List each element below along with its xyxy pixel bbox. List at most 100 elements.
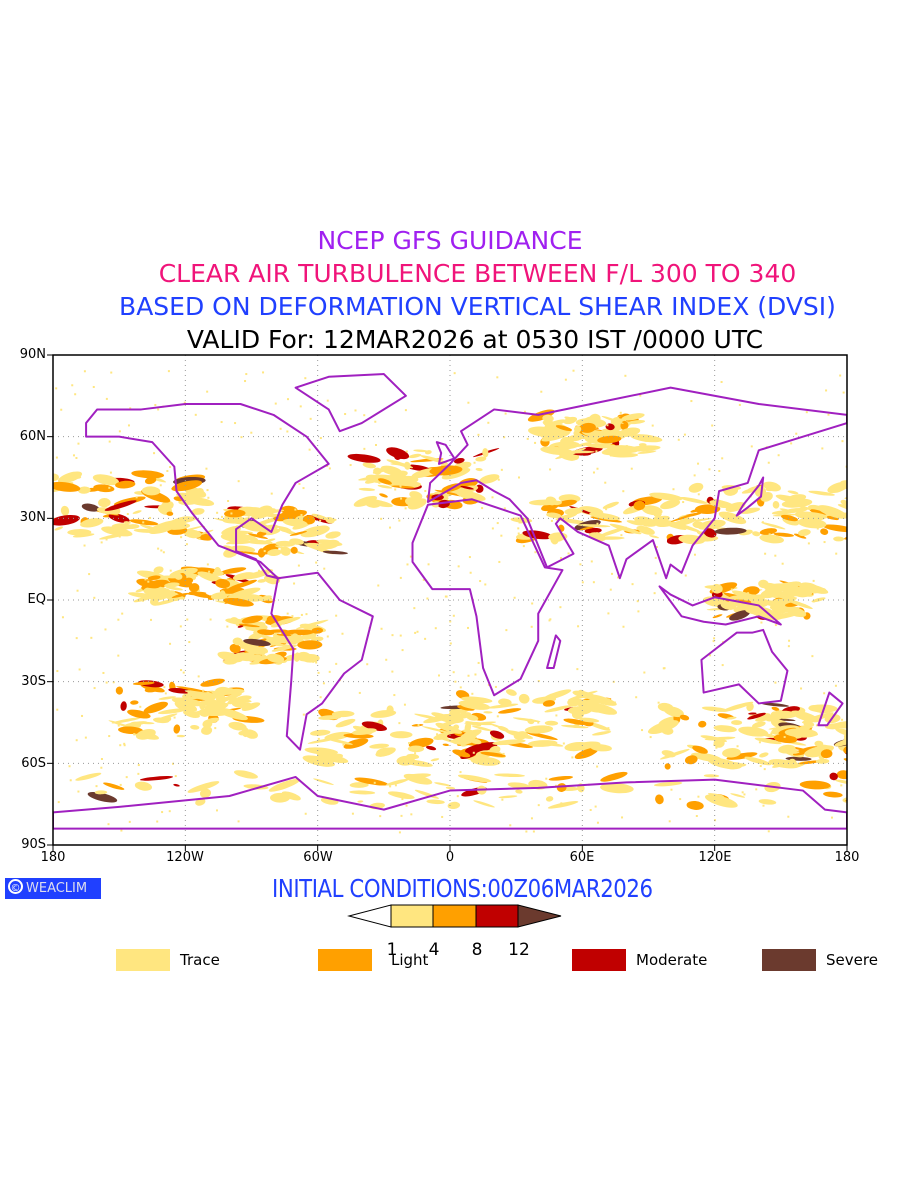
turbulence-speck: [258, 569, 261, 572]
turbulence-speck: [456, 795, 459, 798]
turbulence-patch: [226, 540, 254, 545]
turbulence-speck: [541, 727, 544, 730]
turbulence-speck: [128, 820, 131, 823]
turbulence-speck: [494, 685, 497, 688]
turbulence-patch: [653, 515, 670, 524]
turbulence-speck: [444, 595, 447, 598]
turbulence-speck: [394, 488, 397, 491]
turbulence-speck: [481, 507, 484, 510]
turbulence-speck: [787, 815, 790, 818]
turbulence-speck: [57, 801, 60, 804]
turbulence-patch: [475, 467, 483, 472]
turbulence-speck: [747, 592, 750, 595]
turbulence-speck: [197, 675, 200, 678]
legend-label-moderate: Moderate: [636, 951, 708, 969]
turbulence-patch: [566, 519, 575, 523]
turbulence-speck: [127, 424, 130, 427]
turbulence-patch: [322, 550, 348, 555]
turbulence-patch: [849, 720, 861, 731]
turbulence-speck: [129, 407, 132, 410]
turbulence-speck: [549, 618, 552, 621]
turbulence-speck: [286, 430, 289, 433]
turbulence-patch: [479, 474, 500, 484]
turbulence-speck: [790, 442, 793, 445]
turbulence-speck: [531, 602, 534, 605]
turbulence-speck: [169, 466, 172, 469]
eurasia-coastline: [426, 386, 847, 580]
turbulence-patch: [585, 694, 617, 706]
turbulence-patch: [171, 480, 203, 492]
turbulence-patch: [694, 504, 721, 514]
turbulence-patch: [760, 492, 773, 502]
turbulence-patch: [203, 698, 218, 707]
legend-swatch-trace: [116, 949, 170, 971]
turbulence-speck: [126, 513, 129, 516]
turbulence-patch: [859, 713, 876, 724]
turbulence-speck: [517, 532, 520, 535]
turbulence-speck: [189, 711, 192, 714]
turbulence-patch: [679, 714, 690, 721]
turbulence-patch: [437, 718, 463, 728]
turbulence-patch: [326, 738, 353, 745]
turbulence-speck: [274, 402, 277, 405]
turbulence-speck: [379, 815, 382, 818]
turbulence-speck: [526, 729, 529, 732]
turbulence-speck: [720, 380, 723, 383]
title-method: BASED ON DEFORMATION VERTICAL SHEAR INDE…: [119, 292, 836, 321]
turbulence-speck: [385, 658, 388, 661]
turbulence-speck: [651, 521, 654, 524]
turbulence-patch: [703, 528, 717, 538]
colorbar-segment: [475, 904, 519, 928]
turbulence-patch: [302, 755, 335, 767]
turbulence-speck: [156, 820, 159, 823]
turbulence-speck: [567, 514, 570, 517]
y-label-30n: 30N: [19, 510, 46, 525]
turbulence-speck: [404, 409, 407, 412]
turbulence-speck: [317, 671, 320, 674]
turbulence-speck: [459, 771, 462, 774]
turbulence-patch: [492, 739, 526, 746]
turbulence-patch: [876, 733, 899, 743]
turbulence-speck: [123, 744, 126, 747]
turbulence-speck: [619, 411, 622, 414]
turbulence-speck: [250, 431, 253, 434]
turbulence-speck: [93, 687, 96, 690]
turbulence-speck: [389, 526, 392, 529]
turbulence-patch: [854, 713, 886, 718]
turbulence-speck: [382, 711, 385, 714]
turbulence-patch: [216, 707, 248, 721]
turbulence-speck: [572, 369, 575, 372]
turbulence-patch: [372, 467, 390, 474]
turbulence-speck: [75, 739, 78, 742]
turbulence-patch: [855, 716, 882, 729]
turbulence-speck: [679, 798, 682, 801]
turbulence-speck: [530, 625, 533, 628]
turbulence-speck: [117, 724, 120, 727]
title-model: NCEP GFS GUIDANCE: [317, 226, 583, 255]
turbulence-patch: [771, 762, 788, 768]
turbulence-patch: [761, 522, 786, 530]
turbulence-speck: [159, 484, 162, 487]
turbulence-patch: [555, 425, 573, 432]
turbulence-speck: [817, 709, 820, 712]
turbulence-speck: [408, 742, 411, 745]
turbulence-speck: [300, 514, 303, 517]
turbulence-speck: [400, 814, 403, 817]
turbulence-speck: [496, 376, 499, 379]
turbulence-patch: [343, 738, 369, 749]
turbulence-patch: [512, 717, 541, 723]
turbulence-patch: [571, 709, 585, 720]
turbulence-patch: [176, 686, 208, 693]
turbulence-speck: [68, 765, 71, 768]
turbulence-speck: [401, 798, 404, 801]
turbulence-speck: [805, 411, 808, 414]
turbulence-patch: [505, 730, 534, 739]
coastlines: [53, 373, 847, 830]
turbulence-patch: [131, 470, 165, 479]
turbulence-speck: [730, 588, 733, 591]
turbulence-speck: [594, 441, 597, 444]
turbulence-patch: [836, 770, 847, 780]
turbulence-patch: [538, 741, 564, 747]
turbulence-speck: [502, 752, 505, 755]
